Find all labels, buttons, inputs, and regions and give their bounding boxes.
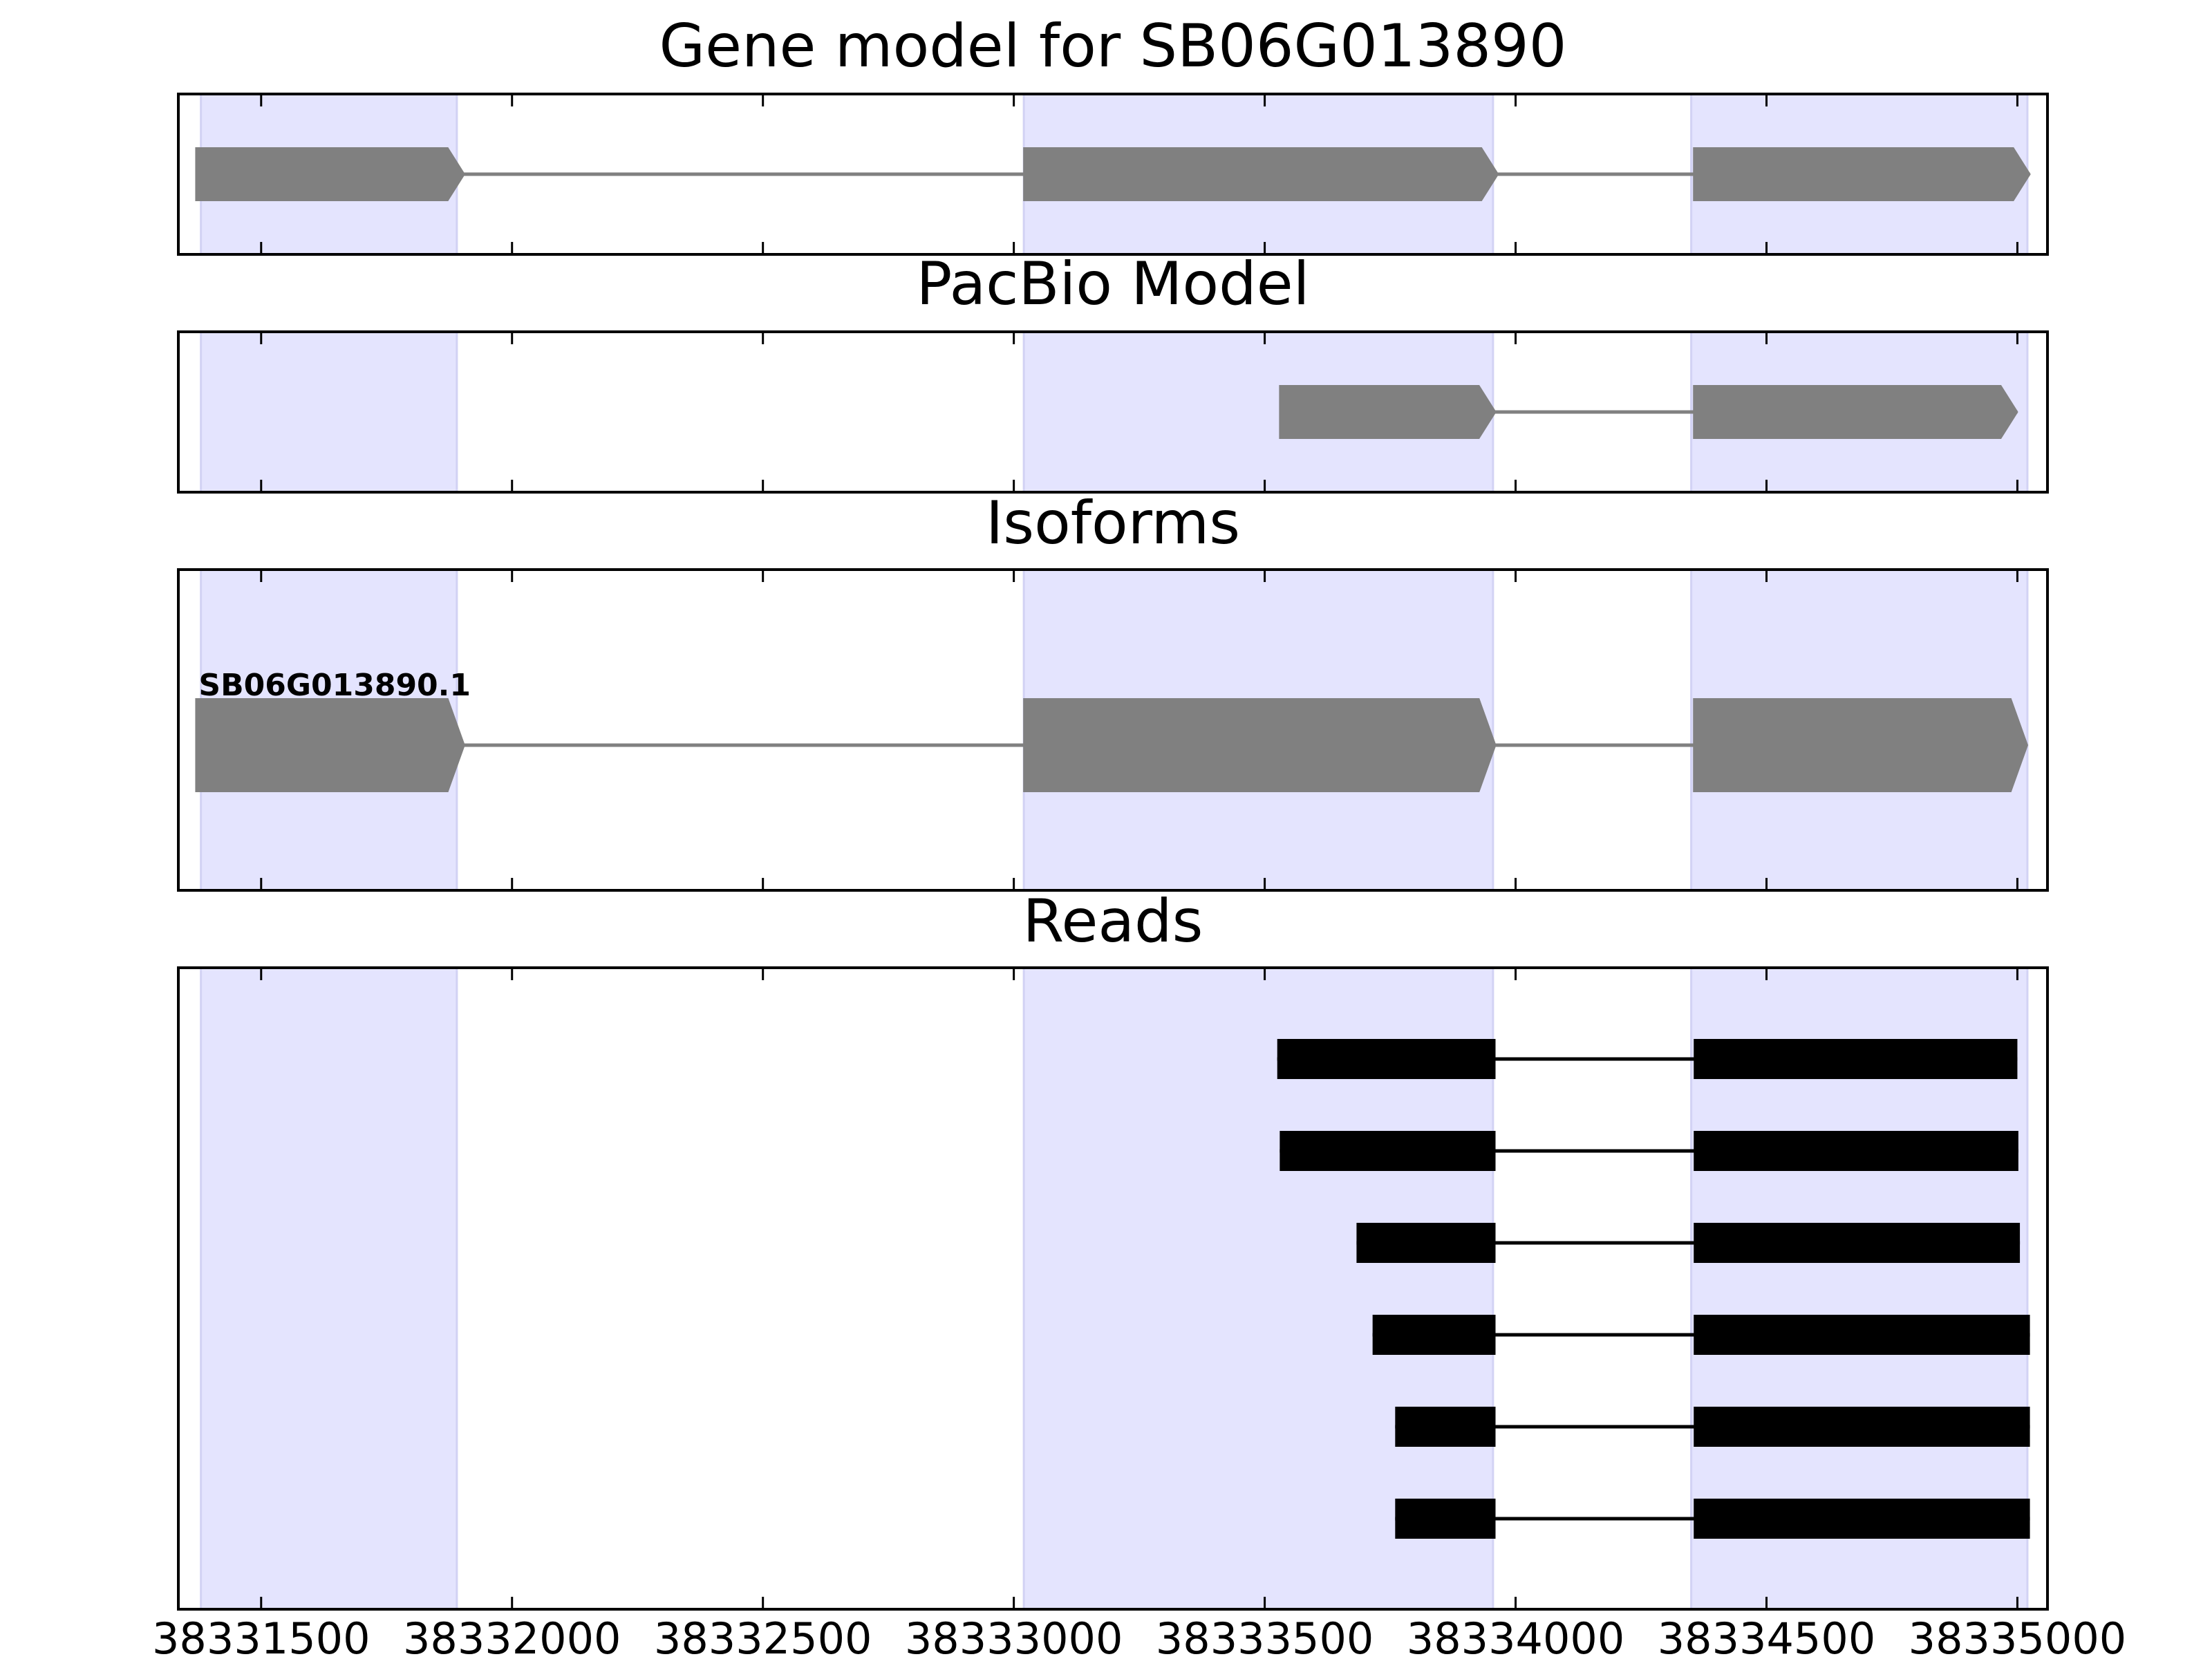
exon-arrow — [195, 698, 465, 792]
read-exon-block — [1277, 1039, 1496, 1079]
read-exon-block — [1372, 1315, 1496, 1355]
panel-title-gene-model: Gene model for SB06G013890 — [659, 12, 1567, 81]
read-exon-block — [1694, 1039, 2018, 1079]
read-exon-block — [1694, 1315, 2030, 1355]
x-tick-label: 38334500 — [1658, 1613, 1876, 1659]
x-tick-label: 38332000 — [403, 1613, 621, 1659]
panel-title-reads: Reads — [1023, 887, 1203, 956]
reads-plot-area — [177, 966, 2049, 1611]
panel-frame — [177, 93, 2049, 256]
panel-frame — [177, 568, 2049, 892]
x-tick-label: 38333500 — [1156, 1613, 1374, 1659]
exon-arrow — [1023, 698, 1497, 792]
panel-frame — [177, 330, 2049, 494]
shaded-exon-region — [200, 966, 458, 1611]
panel-reads: Reads — [177, 887, 2049, 1611]
exon-arrow — [1693, 147, 2031, 201]
read-exon-block — [1694, 1407, 2030, 1447]
isoform-label: SB06G013890.1 — [198, 668, 471, 703]
read-exon-block — [1395, 1499, 1496, 1539]
gene-model-plot-area — [177, 93, 2049, 256]
read-exon-block — [1694, 1499, 2030, 1539]
exon-arrow — [1693, 385, 2018, 439]
read-exon-block — [1356, 1223, 1496, 1263]
read-exon-block — [1694, 1223, 2021, 1263]
x-tick-label: 38333000 — [905, 1613, 1123, 1659]
panel-title-pacbio-model: PacBio Model — [916, 250, 1309, 319]
panel-isoforms: Isoforms SB06G013890.1 — [177, 489, 2049, 892]
panel-gene-model: Gene model for SB06G013890 — [177, 12, 2049, 256]
x-tick-label: 38331500 — [152, 1613, 371, 1659]
isoforms-plot-area: SB06G013890.1 — [177, 568, 2049, 892]
panel-frame — [177, 966, 2049, 1611]
x-axis: 38331500 38332000 38332500 38333000 38333500… — [152, 1613, 2126, 1659]
x-tick-label: 38335000 — [1909, 1613, 2127, 1659]
exon-arrow — [1279, 385, 1497, 439]
read-exon-block — [1395, 1407, 1496, 1447]
shaded-exon-region — [200, 330, 458, 494]
panel-title-isoforms: Isoforms — [986, 489, 1240, 558]
pacbio-model-plot-area — [177, 330, 2049, 494]
x-tick-label: 38334000 — [1407, 1613, 1625, 1659]
exon-arrow — [1023, 147, 1499, 201]
panel-pacbio-model: PacBio Model — [177, 250, 2049, 494]
read-exon-block — [1694, 1131, 2018, 1171]
exon-arrow — [1693, 698, 2029, 792]
x-tick-label: 38332500 — [654, 1613, 872, 1659]
exon-arrow — [195, 147, 465, 201]
read-exon-block — [1280, 1131, 1496, 1171]
